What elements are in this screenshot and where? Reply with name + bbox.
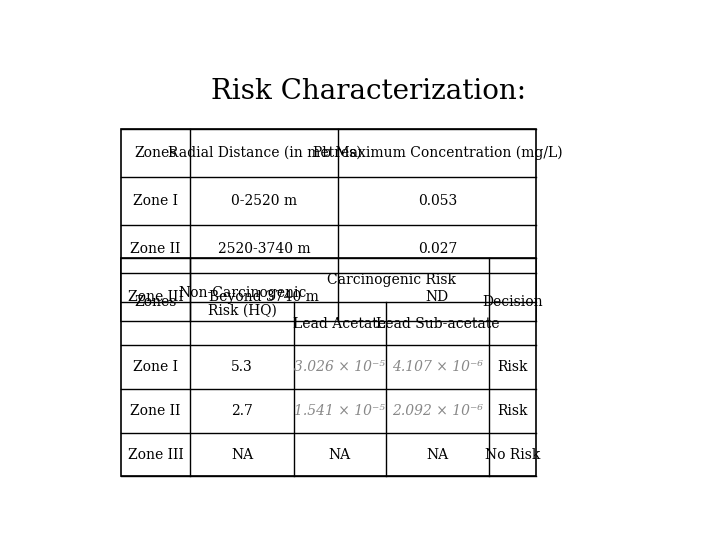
Text: Lead Acetate: Lead Acetate bbox=[293, 316, 386, 330]
Text: Zone I: Zone I bbox=[133, 360, 178, 374]
Bar bbox=[121, 129, 536, 321]
Text: Beyond 3740 m: Beyond 3740 m bbox=[210, 289, 319, 303]
Text: Zone III: Zone III bbox=[127, 448, 184, 462]
Text: Zone II: Zone II bbox=[130, 242, 181, 256]
Text: Zone I: Zone I bbox=[133, 194, 178, 208]
Text: No Risk: No Risk bbox=[485, 448, 541, 462]
Text: Non-Carcinogenic
Risk (HQ): Non-Carcinogenic Risk (HQ) bbox=[178, 286, 306, 318]
Text: 2520-3740 m: 2520-3740 m bbox=[218, 242, 311, 256]
Text: Zone II: Zone II bbox=[130, 404, 181, 418]
Text: ND: ND bbox=[426, 289, 449, 303]
Text: Risk: Risk bbox=[498, 360, 528, 374]
Text: NA: NA bbox=[231, 448, 253, 462]
Text: 0.053: 0.053 bbox=[418, 194, 457, 208]
Text: 4.107 × 10⁻⁶: 4.107 × 10⁻⁶ bbox=[392, 360, 483, 374]
Text: Carcinogenic Risk: Carcinogenic Risk bbox=[327, 273, 456, 287]
Text: 3.026 × 10⁻⁵: 3.026 × 10⁻⁵ bbox=[294, 360, 385, 374]
Text: Decision: Decision bbox=[482, 295, 543, 309]
Text: 2.7: 2.7 bbox=[231, 404, 253, 418]
Text: Lead Sub-acetate: Lead Sub-acetate bbox=[376, 316, 499, 330]
Text: 1.541 × 10⁻⁵: 1.541 × 10⁻⁵ bbox=[294, 404, 385, 418]
Text: Risk Characterization:: Risk Characterization: bbox=[212, 78, 526, 105]
Bar bbox=[121, 258, 536, 476]
Text: 5.3: 5.3 bbox=[231, 360, 253, 374]
Text: Risk: Risk bbox=[498, 404, 528, 418]
Text: 2.092 × 10⁻⁶: 2.092 × 10⁻⁶ bbox=[392, 404, 483, 418]
Text: Radial Distance (in metres): Radial Distance (in metres) bbox=[168, 146, 361, 160]
Text: Zones: Zones bbox=[135, 295, 176, 309]
Text: NA: NA bbox=[328, 448, 351, 462]
Text: Zones: Zones bbox=[135, 146, 176, 160]
Text: NA: NA bbox=[426, 448, 449, 462]
Text: Zone III: Zone III bbox=[127, 289, 184, 303]
Text: 0-2520 m: 0-2520 m bbox=[231, 194, 297, 208]
Text: 0.027: 0.027 bbox=[418, 242, 457, 256]
Text: Pb Maximum Concentration (mg/L): Pb Maximum Concentration (mg/L) bbox=[312, 146, 562, 160]
